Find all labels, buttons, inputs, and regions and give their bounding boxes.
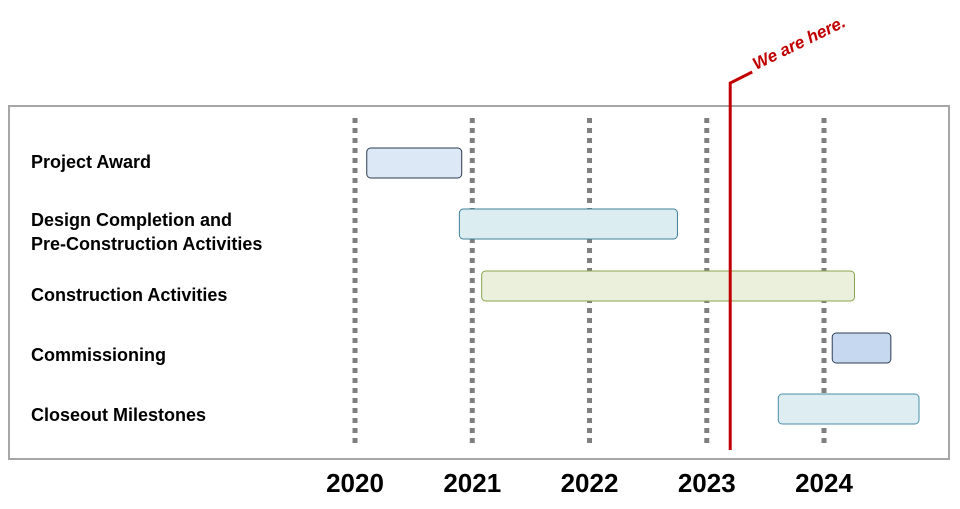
x-tick-label: 2021 xyxy=(443,468,501,498)
task-bar xyxy=(366,147,463,179)
annotation-text: We are here. xyxy=(750,12,849,73)
x-tick-label: 2022 xyxy=(561,468,619,498)
task-bar xyxy=(458,208,678,240)
task-bar xyxy=(481,270,855,302)
category-label: Construction Activities xyxy=(31,285,227,305)
x-tick-label: 2023 xyxy=(678,468,736,498)
category-label: Closeout Milestones xyxy=(31,405,206,425)
category-label: Pre-Construction Activities xyxy=(31,234,262,254)
category-label: Project Award xyxy=(31,152,151,172)
x-tick-label: 2024 xyxy=(795,468,853,498)
category-label: Design Completion and xyxy=(31,210,232,230)
plot-frame xyxy=(8,105,950,460)
today-marker xyxy=(728,70,753,450)
task-bar xyxy=(831,332,892,364)
task-bar xyxy=(777,393,920,425)
x-tick-label: 2020 xyxy=(326,468,384,498)
category-label: Commissioning xyxy=(31,345,166,365)
